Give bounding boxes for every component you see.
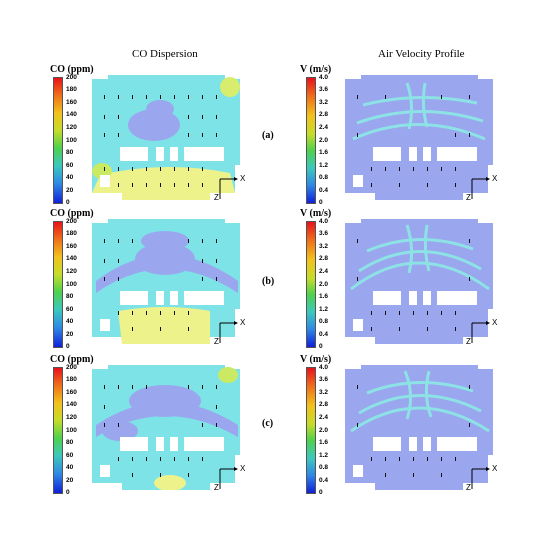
co-plot-c [92, 365, 240, 490]
axis-arrows-icon [219, 467, 238, 489]
co-plot-b [92, 219, 240, 344]
z-axis-label: Z [214, 483, 219, 492]
sensor-grid [104, 95, 217, 187]
co-legend-title: CO (ppm) [50, 354, 94, 365]
v-colorbar [306, 367, 316, 494]
z-axis-label: Z [214, 193, 219, 202]
x-axis-label: X [240, 318, 246, 327]
z-axis-label: Z [466, 193, 471, 202]
co-plot-a [92, 75, 240, 200]
axis-arrows-icon [471, 177, 490, 199]
co-legend-title: CO (ppm) [50, 64, 94, 75]
z-axis-label: Z [214, 337, 219, 346]
air-velocity-title: Air Velocity Profile [378, 48, 465, 60]
panel-label-a: (a) [262, 130, 274, 141]
v-legend-title: V (m/s) [300, 64, 332, 75]
panel-label-b: (b) [262, 276, 275, 287]
x-axis-label: X [240, 464, 246, 473]
velocity-plot-a [345, 75, 493, 200]
velocity-plot-b [345, 219, 493, 344]
co-dispersion-title: CO Dispersion [132, 48, 198, 60]
panel-label-c: (c) [262, 418, 274, 429]
x-axis-label: X [492, 174, 498, 183]
z-axis-label: Z [466, 483, 471, 492]
axis-arrows-icon [471, 467, 490, 489]
v-colorbar [306, 221, 316, 348]
v-legend-title: V (m/s) [300, 208, 332, 219]
x-axis-label: X [492, 318, 498, 327]
axis-arrows-icon [219, 321, 238, 343]
co-colorbar [53, 77, 63, 204]
velocity-plot-c [345, 365, 493, 490]
z-axis-label: Z [466, 337, 471, 346]
v-legend-title: V (m/s) [300, 354, 332, 365]
v-colorbar [306, 77, 316, 204]
axis-arrows-icon [471, 321, 490, 343]
x-axis-label: X [492, 464, 498, 473]
axis-arrows-icon [219, 177, 238, 199]
x-axis-label: X [240, 174, 246, 183]
co-colorbar [53, 367, 63, 494]
co-colorbar [53, 221, 63, 348]
co-legend-title: CO (ppm) [50, 208, 94, 219]
